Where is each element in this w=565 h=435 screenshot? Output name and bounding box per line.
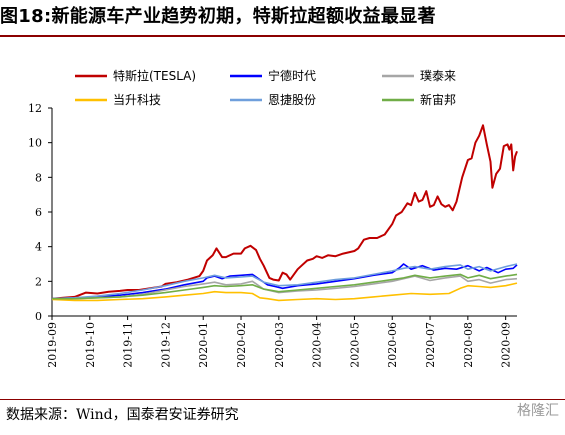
y-tick-label: 10 (28, 137, 42, 150)
legend-label: 恩捷股份 (268, 93, 316, 107)
x-tick-label: 2019-12 (159, 322, 172, 368)
x-tick-label: 2020-03 (273, 322, 286, 368)
x-tick-label: 2020-09 (500, 322, 513, 368)
series-line (52, 273, 518, 300)
x-tick-label: 2020-07 (424, 322, 437, 368)
legend-label: 当升科技 (113, 93, 161, 107)
x-tick-label: 2020-08 (462, 322, 475, 368)
x-tick-label: 2019-10 (84, 322, 97, 368)
x-tick-label: 2020-04 (311, 322, 324, 368)
y-tick-label: 2 (35, 275, 42, 288)
chart-series-group (51, 124, 518, 302)
watermark-text: 格隆汇 (517, 403, 559, 419)
x-tick-label: 2019-11 (122, 322, 135, 368)
chart-axes: 0 2 4 6 8 10 12 2019-09 2019-10 2019-11 2019-12 202… (28, 102, 517, 368)
series-line (52, 275, 518, 300)
series-line (51, 263, 518, 300)
y-tick-label: 8 (35, 171, 42, 184)
legend-label: 特斯拉(TESLA) (113, 68, 196, 83)
x-tick-label: 2019-09 (46, 322, 59, 368)
series-line (51, 263, 518, 300)
chart-title: 图18:新能源车产业趋势初期，特斯拉超额收益最显著 (0, 6, 436, 27)
source-note: 数据来源：Wind，国泰君安证券研究 (6, 407, 239, 423)
x-tick-label: 2020-01 (197, 322, 210, 368)
legend-label: 新宙邦 (420, 92, 456, 107)
x-tick-label: 2020-05 (348, 322, 361, 368)
series-line (51, 124, 518, 300)
y-tick-label: 4 (35, 241, 42, 254)
title-divider (0, 35, 565, 37)
legend-label: 璞泰来 (420, 69, 456, 83)
x-tick-label: 2020-06 (386, 322, 399, 368)
source-divider (0, 399, 565, 400)
x-tick-label: 2020-02 (235, 322, 248, 368)
series-line (51, 282, 518, 302)
y-tick-label: 0 (35, 310, 42, 323)
legend-label: 宁德时代 (268, 68, 316, 83)
y-tick-label: 6 (35, 206, 42, 219)
y-tick-label: 12 (28, 102, 42, 115)
